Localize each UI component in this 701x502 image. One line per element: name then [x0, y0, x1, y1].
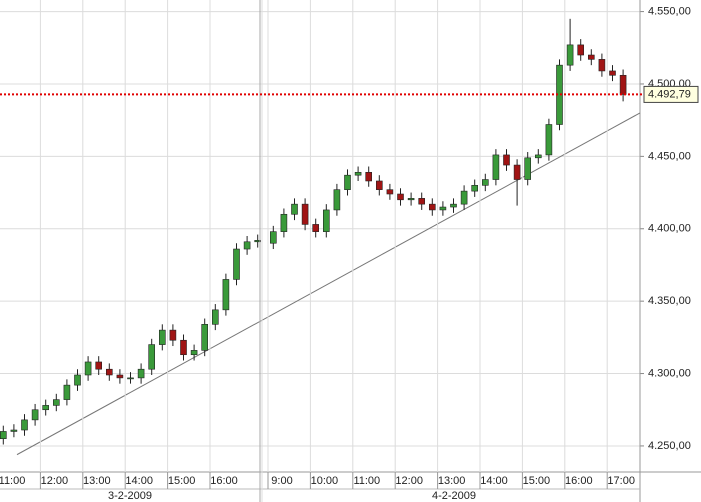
- candle-body: [137, 368, 145, 379]
- x-tick-label: 11:00: [353, 475, 380, 487]
- candle-body: [481, 179, 489, 186]
- y-tick-label: 4.250,00: [648, 440, 691, 452]
- candle-body: [52, 399, 60, 406]
- x-tick-label: 14:00: [480, 475, 508, 487]
- y-tick-label: 4.400,00: [648, 223, 691, 235]
- candle-body: [148, 344, 155, 370]
- candle-body: [619, 74, 627, 95]
- candle-body: [598, 59, 606, 72]
- candle-body: [344, 174, 351, 190]
- last-price-label: 4.492,79: [648, 88, 691, 100]
- x-tick-label: 13:00: [83, 475, 111, 487]
- candle-body: [21, 419, 28, 431]
- candle-body: [222, 279, 230, 311]
- date-label: 3-2-2009: [108, 490, 152, 502]
- candle-body: [609, 70, 616, 76]
- candle-body: [233, 248, 240, 280]
- candle-body: [0, 431, 7, 439]
- candle-body: [269, 231, 277, 244]
- y-tick-label: 4.300,00: [648, 367, 691, 379]
- x-tick-label: 9:00: [271, 475, 292, 487]
- candle-body: [460, 190, 468, 205]
- candle-body: [301, 203, 309, 225]
- candle-body: [190, 350, 198, 356]
- candle-body: [312, 224, 320, 232]
- candle-body: [587, 54, 595, 60]
- candle-body: [243, 241, 251, 250]
- x-tick-label: 15:00: [168, 475, 196, 487]
- candle-body: [42, 405, 50, 411]
- candle-body: [127, 377, 134, 380]
- candle-body: [545, 124, 553, 156]
- date-label: 4-2-2009: [432, 490, 476, 502]
- x-tick-label: 10:00: [311, 475, 339, 487]
- candle-body: [212, 309, 219, 325]
- candle-body: [566, 44, 574, 66]
- candle-body: [254, 240, 261, 243]
- candle-body: [471, 185, 479, 192]
- candle-body: [31, 409, 39, 421]
- x-tick-label: 14:00: [125, 475, 153, 487]
- candle-body: [180, 339, 187, 356]
- candle-body: [439, 206, 447, 211]
- x-tick-label: 16:00: [565, 475, 593, 487]
- candle-body: [116, 374, 124, 379]
- candle-body: [333, 189, 341, 211]
- candle-body: [322, 209, 330, 232]
- candle-body: [291, 203, 298, 215]
- x-tick-label: 15:00: [523, 475, 551, 487]
- candle-body: [397, 193, 404, 201]
- x-tick-label: 17:00: [607, 475, 635, 487]
- candle-body: [201, 324, 208, 351]
- candle-body: [106, 368, 113, 376]
- x-tick-label: 13:00: [438, 475, 466, 487]
- candle-body: [577, 44, 585, 56]
- trendline: [16, 112, 641, 456]
- y-tick-label: 4.550,00: [648, 5, 691, 17]
- candle-body: [95, 361, 102, 370]
- x-tick-label: 11:00: [0, 475, 25, 487]
- candle-body: [492, 154, 500, 180]
- candle-body: [365, 171, 373, 182]
- candle-body: [74, 374, 81, 386]
- candle-body: [428, 203, 436, 211]
- candle-body: [169, 329, 177, 341]
- candle-body: [450, 203, 457, 208]
- x-tick-label: 12:00: [395, 475, 423, 487]
- candle-body: [386, 189, 394, 195]
- candle-body: [418, 198, 426, 205]
- candle-body: [407, 198, 415, 201]
- candle-body: [524, 157, 532, 180]
- candle-body: [375, 180, 383, 190]
- candle-body: [63, 384, 71, 400]
- candle-body: [503, 154, 510, 166]
- last-price-box: [643, 85, 699, 103]
- y-tick-label: 4.350,00: [648, 295, 691, 307]
- candle-body: [84, 361, 92, 376]
- candle-body: [534, 154, 542, 159]
- candle-body: [280, 213, 288, 232]
- candle-body: [354, 171, 362, 176]
- candle-body: [513, 164, 521, 180]
- y-tick-label: 4.450,00: [648, 150, 691, 162]
- candle-body: [159, 329, 166, 345]
- x-tick-label: 12:00: [41, 475, 69, 487]
- x-tick-label: 16:00: [210, 475, 238, 487]
- candle-body: [10, 429, 18, 432]
